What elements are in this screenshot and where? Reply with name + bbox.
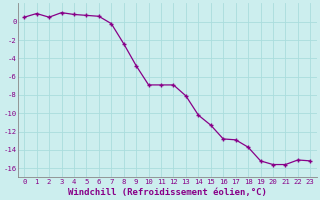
X-axis label: Windchill (Refroidissement éolien,°C): Windchill (Refroidissement éolien,°C) <box>68 188 267 197</box>
